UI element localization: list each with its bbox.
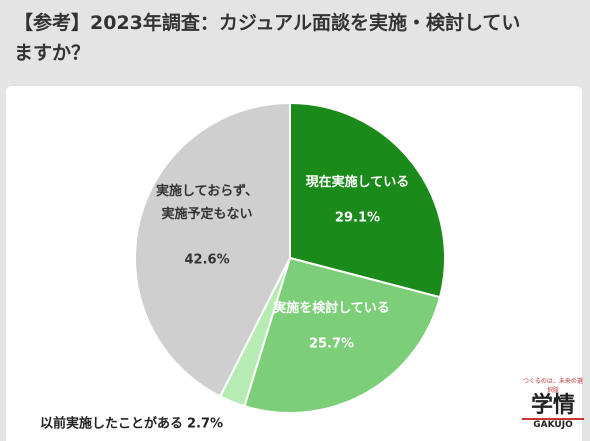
logo-latin: GAKUJO	[522, 418, 584, 430]
slice-label: 実施しておらず、 実施予定もない	[156, 184, 259, 223]
slice-label: 現在実施している	[305, 174, 410, 190]
logo-name: 学情	[530, 393, 575, 418]
pie-slice	[243, 256, 442, 414]
logo-tagline: つくるのは、未来の選択肢	[523, 378, 583, 394]
slice-value: 25.7%	[308, 336, 355, 352]
slice-label: 実施を検討している	[273, 301, 390, 317]
slice-value: 2.7%	[187, 416, 224, 432]
logo: つくるのは、未来の選択肢 学情 GAKUJO	[522, 376, 584, 430]
pie-slice	[289, 101, 446, 299]
slice-value: 29.1%	[334, 210, 381, 226]
slice-value: 42.6%	[184, 252, 230, 268]
pie-slice	[134, 101, 291, 398]
chart-title: 【参考】2023年調査：カジュアル面談を実施・検討していますか？	[14, 12, 521, 64]
slice-label: 以前実施したことがある	[40, 416, 184, 432]
